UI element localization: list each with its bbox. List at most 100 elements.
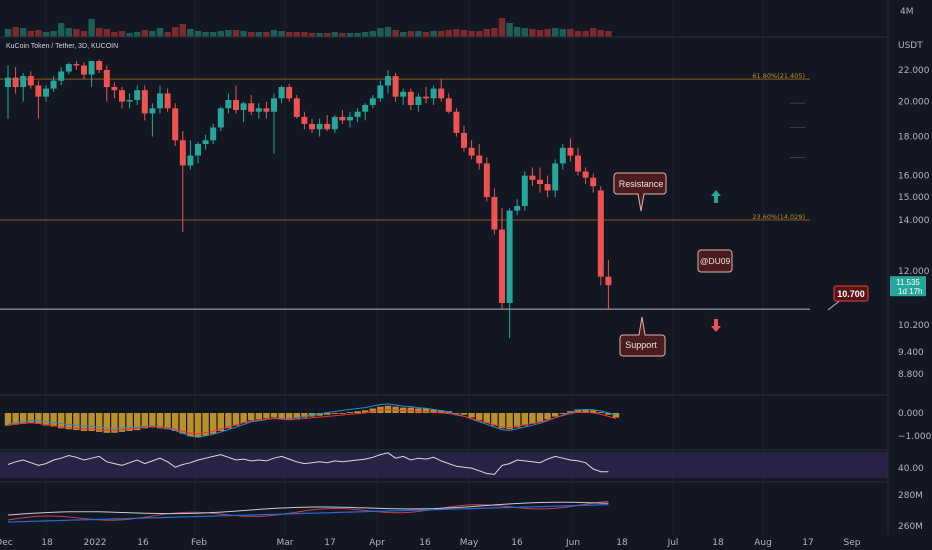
candle-body — [5, 77, 11, 88]
volume-bar — [270, 30, 278, 37]
time-axis-label: May — [460, 538, 479, 548]
volume-bar — [194, 31, 202, 37]
time-axis-label: Sep — [844, 538, 861, 548]
macd-histogram-bar — [111, 413, 118, 433]
volume-bars — [4, 18, 612, 37]
lower-line-white — [7, 501, 609, 516]
volume-bar — [514, 27, 521, 37]
macd-histogram-bar — [270, 413, 278, 418]
rsi-line — [7, 452, 609, 475]
time-axis-label: 18 — [41, 538, 53, 548]
fib-level-label: 23.60%(14.029) — [752, 213, 805, 221]
macd-pane — [4, 403, 620, 438]
candle-body — [537, 179, 543, 185]
volume-bar — [316, 33, 323, 37]
price-axis-label: 22.000 — [898, 66, 930, 76]
candle-body — [43, 88, 49, 97]
candle-body — [301, 116, 308, 124]
macd-histogram-bar — [240, 413, 247, 423]
macd-histogram-bar — [529, 413, 536, 424]
macd-histogram-bar — [12, 413, 19, 425]
macd-histogram-bar — [498, 413, 506, 429]
macd-histogram-bar — [27, 413, 34, 423]
macd-histogram-bar — [369, 408, 376, 413]
macd-histogram-bar — [483, 413, 490, 423]
volume-bar — [430, 31, 437, 37]
time-axis-label: Jul — [667, 538, 679, 548]
volume-bar — [415, 31, 422, 37]
time-axis-label: 16 — [511, 538, 523, 548]
macd-histogram-bar — [278, 413, 285, 419]
macd-histogram-bar — [232, 413, 240, 426]
volume-bar — [149, 31, 156, 37]
macd-axis-label: 0.000 — [898, 409, 924, 419]
candle-body — [35, 85, 42, 97]
volume-bar — [354, 33, 361, 37]
candle-body — [339, 116, 346, 121]
macd-histogram-bar — [80, 413, 88, 431]
candle-body — [362, 104, 369, 112]
macd-histogram-bar — [491, 413, 498, 426]
time-axis-label: 16 — [137, 538, 149, 548]
volume-bar — [369, 31, 376, 37]
price-axis-label: 15.000 — [898, 193, 930, 203]
volume-bar — [248, 32, 255, 37]
volume-bar — [567, 29, 574, 37]
candle-body — [164, 93, 171, 109]
macd-histogram-bar — [590, 410, 597, 413]
candle-body — [179, 140, 186, 166]
price-axis-label: 16.000 — [898, 172, 930, 182]
volume-bar — [134, 32, 141, 37]
volume-bar — [12, 27, 19, 37]
macd-histogram-bar — [339, 413, 346, 414]
volume-bar — [400, 32, 407, 37]
candle-body — [324, 123, 331, 130]
time-axis-label: Apr — [369, 538, 385, 548]
candle-body — [400, 91, 407, 97]
volume-bar — [141, 30, 148, 37]
support-callout: Support — [619, 316, 666, 357]
candle-body — [134, 90, 141, 100]
macd-histogram-bar — [134, 413, 141, 431]
volume-bar — [20, 28, 27, 37]
volume-bar — [50, 31, 57, 37]
macd-histogram-bar — [126, 413, 133, 431]
candle-body — [12, 77, 19, 88]
time-axis-label: 18 — [616, 538, 628, 548]
author-callout: @DU09 — [697, 249, 733, 273]
volume-bar — [377, 28, 384, 37]
last-price-label: 11.535 — [896, 278, 920, 287]
candle-body — [73, 64, 80, 66]
macd-histogram-bar — [521, 413, 528, 426]
macd-histogram-bar — [331, 413, 338, 414]
volume-bar — [27, 31, 34, 37]
candle-body — [103, 70, 110, 88]
candle-body — [217, 108, 224, 128]
candle-body — [552, 163, 559, 191]
rsi-band — [0, 452, 888, 478]
volume-bar — [65, 28, 72, 37]
candle-body — [20, 76, 27, 88]
volume-bar — [468, 31, 475, 37]
candle-body — [119, 90, 125, 102]
volume-bar — [559, 29, 566, 37]
volume-bar — [255, 32, 262, 37]
candle-body — [468, 147, 475, 156]
time-axis-label: Feb — [191, 538, 207, 548]
macd-histogram-bar — [96, 413, 103, 432]
unit-label: USDT — [898, 41, 923, 51]
macd-histogram-bar — [362, 410, 369, 413]
candle-body — [483, 163, 490, 198]
signal-line — [7, 408, 617, 435]
volume-bar — [225, 30, 232, 37]
candle-body — [187, 155, 194, 166]
volume-bar — [202, 32, 209, 37]
candle-body — [255, 108, 262, 112]
macd-histogram-bar — [4, 413, 12, 426]
macd-histogram-bar — [194, 413, 202, 438]
volume-bar — [35, 30, 42, 37]
volume-bar — [582, 31, 589, 37]
candlesticks — [5, 59, 612, 339]
volume-bar — [80, 31, 88, 37]
